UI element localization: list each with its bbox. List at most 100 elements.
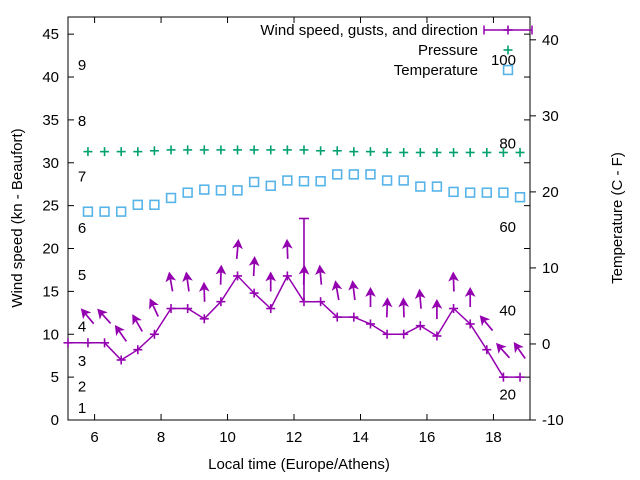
x-axis-tick-label: 18 — [485, 429, 502, 446]
temperature-point — [149, 199, 160, 211]
pressure-point — [133, 147, 143, 157]
temperature-point — [464, 187, 476, 198]
wind-speed-point — [449, 304, 459, 314]
temperature-point — [82, 206, 94, 217]
temperature-point — [448, 186, 459, 198]
x-axis-tick-label: 12 — [286, 429, 303, 446]
y-axis-tick-label: 45 — [42, 26, 59, 43]
x-axis-tick-label: 16 — [419, 429, 436, 446]
pressure-point — [249, 145, 259, 155]
x-axis-tick-label: 14 — [352, 429, 369, 446]
wind-direction-arrow — [282, 238, 293, 259]
pressure-point — [166, 145, 176, 155]
wind-speed-point — [399, 329, 409, 339]
pressure-point — [100, 147, 110, 157]
legend-sample-marker — [503, 25, 513, 35]
wind-speed-point — [183, 304, 193, 314]
wind-direction-arrow — [182, 271, 193, 292]
temperature-point — [431, 181, 443, 192]
y-axis-tick-label: 10 — [42, 326, 59, 343]
temperature-point — [199, 184, 210, 195]
wind-speed-point — [299, 297, 309, 307]
series-pressure — [83, 145, 525, 157]
temperature-point — [132, 199, 143, 211]
beaufort-label: 3 — [78, 353, 86, 370]
pressure-point — [149, 146, 159, 156]
y-axis-tick-label: 5 — [51, 369, 59, 386]
pressure-point — [498, 147, 508, 157]
wind-speed-point — [498, 372, 508, 382]
wind-speed-point — [100, 338, 110, 348]
pressure-point — [199, 145, 209, 155]
x-axis-title: Local time (Europe/Athens) — [208, 456, 390, 473]
wind-direction-arrow — [398, 297, 410, 318]
wind-direction-arrow — [448, 271, 459, 292]
wind-direction-arrow — [496, 342, 511, 359]
temperature-point — [365, 169, 376, 180]
wind-direction-arrow — [348, 280, 359, 301]
pressure-point — [349, 147, 359, 157]
y2-axis-tick-label: 0 — [542, 336, 550, 353]
y-axis-tick-label: 20 — [42, 241, 59, 258]
wind-direction-arrow — [265, 271, 277, 292]
pressure-point — [482, 147, 492, 157]
wind-speed-point — [382, 329, 392, 339]
temperature-point — [481, 187, 492, 198]
y-axis-tick-label: 15 — [42, 283, 59, 300]
beaufort-label: 1 — [78, 400, 86, 417]
temperature-point — [165, 192, 177, 204]
y-axis-title-left: Wind speed (kn - Beaufort) — [9, 128, 26, 307]
pressure-point — [382, 147, 392, 157]
wind-direction-arrow — [149, 298, 159, 317]
plot-frame — [67, 16, 531, 421]
beaufort-label: 9 — [78, 57, 86, 74]
temperature-point — [315, 176, 326, 187]
wind-speed-point — [266, 304, 276, 314]
wind-direction-arrow — [315, 264, 326, 285]
wind-direction-arrow — [479, 315, 494, 332]
beaufort-label: 7 — [78, 169, 86, 186]
temperature-point — [332, 169, 343, 180]
legend-label: Temperature — [394, 62, 478, 79]
beaufort-label: 6 — [78, 220, 86, 237]
pressure-point — [399, 147, 409, 157]
wind-direction-arrow — [132, 314, 144, 332]
y2-axis-tick-label: 10 — [542, 260, 559, 277]
y-axis-title-right: Temperature (C - F) — [609, 152, 626, 284]
wind-direction-arrow — [215, 264, 227, 285]
wind-direction-arrow — [513, 342, 526, 359]
wind-speed-point — [166, 304, 176, 314]
pressure-point — [432, 147, 442, 157]
wind-direction-arrow — [248, 256, 260, 277]
temperature-point — [398, 175, 409, 186]
pressure-point — [332, 146, 342, 156]
pressure-point — [415, 147, 425, 157]
y2-axis-tick-label: 20 — [542, 184, 559, 201]
x-axis-ticks: 6 8 10 12 14 16 18 — [90, 17, 502, 446]
wind-direction-arrow — [365, 286, 376, 307]
y-axis-tick-label: 40 — [42, 69, 59, 86]
fahrenheit-label: 80 — [499, 135, 516, 152]
pressure-point — [183, 145, 193, 155]
legend-label: Pressure — [418, 42, 478, 59]
temperature-point — [182, 187, 193, 198]
y-axis-ticks-right: -10 0 10 20 30 40 — [530, 32, 564, 429]
wind-direction-arrow — [381, 297, 393, 318]
wind-speed-point — [365, 319, 375, 329]
temperature-point — [498, 187, 509, 198]
chart-legend: Wind speed, gusts, and direction Pressure… — [260, 22, 533, 79]
pressure-point — [449, 147, 459, 157]
wind-speed-point — [116, 355, 126, 365]
pressure-point — [266, 145, 276, 155]
wind-speed-point — [133, 345, 143, 355]
beaufort-label: 5 — [78, 267, 86, 284]
wind-direction-arrow — [232, 238, 243, 259]
wind-speed-line — [68, 274, 520, 378]
fahrenheit-scale-labels: 20 40 60 80 100 — [491, 52, 516, 404]
y-axis-tick-label: 25 — [42, 198, 59, 215]
x-axis-tick-label: 8 — [157, 429, 165, 446]
wind-speed-point — [332, 312, 342, 322]
wind-direction-arrows — [80, 238, 526, 359]
